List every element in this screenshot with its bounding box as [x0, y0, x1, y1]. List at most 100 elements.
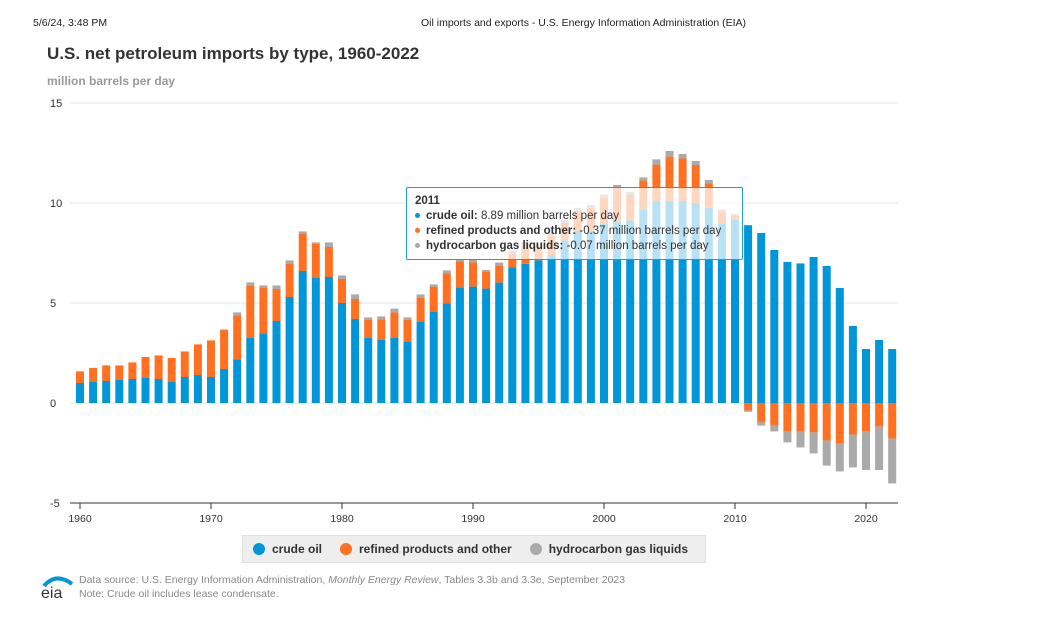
bar-refined-products-and-other-2012 — [757, 403, 766, 423]
bar-hydrocarbon-gas-liquids-2014 — [783, 431, 792, 443]
bar-crude-oil-1980 — [338, 303, 346, 403]
bar-refined-products-and-other-1985 — [403, 320, 412, 342]
bar-refined-products-and-other-1990 — [469, 262, 477, 287]
tooltip-label: hydrocarbon gas liquids: — [426, 240, 564, 252]
bar-crude-oil-1969 — [193, 375, 202, 403]
bar-hydrocarbon-gas-liquids-1986 — [416, 294, 425, 298]
bar-crude-oil-1992 — [495, 282, 504, 403]
bar-crude-oil-1999 — [586, 230, 595, 403]
bar-hydrocarbon-gas-liquids-2012 — [757, 422, 766, 426]
bar-hydrocarbon-gas-liquids-2004 — [652, 159, 661, 165]
y-axis-label: million barrels per day — [47, 74, 176, 88]
x-tick-label: 1960 — [68, 513, 92, 525]
y-tick-label: 15 — [50, 98, 62, 110]
bar-crude-oil-1960 — [76, 383, 84, 403]
bar-refined-products-and-other-1970 — [207, 340, 215, 377]
bar-refined-products-and-other-2014 — [783, 403, 792, 432]
x-tick-label: 1990 — [461, 513, 485, 525]
bar-refined-products-and-other-2021 — [875, 403, 884, 427]
x-tick-label: 2000 — [592, 513, 616, 525]
bar-refined-products-and-other-2007 — [691, 165, 700, 203]
bar-crude-oil-1966 — [154, 379, 163, 403]
bar-refined-products-and-other-1973 — [246, 286, 255, 338]
legend-label: refined products and other — [359, 542, 512, 556]
bar-refined-products-and-other-2019 — [848, 403, 857, 435]
tooltip-year: 2011 — [415, 195, 440, 207]
bar-hydrocarbon-gas-liquids-1978 — [311, 242, 320, 244]
tooltip-label: refined products and other: — [426, 225, 577, 237]
bar-crude-oil-1987 — [429, 311, 438, 403]
bar-crude-oil-2000 — [600, 223, 608, 403]
bar-crude-oil-1976 — [285, 297, 294, 403]
bar-crude-oil-1994 — [521, 263, 530, 403]
bar-hydrocarbon-gas-liquids-1989 — [455, 259, 464, 262]
tooltip-value: -0.37 million barrels per day — [579, 225, 722, 237]
bar-crude-oil-2003 — [639, 210, 648, 403]
footnote: Note: Crude oil includes lease condensat… — [79, 588, 279, 600]
bar-hydrocarbon-gas-liquids-2011 — [744, 410, 753, 412]
bar-crude-oil-1973 — [246, 338, 255, 403]
bar-hydrocarbon-gas-liquids-2022 — [888, 438, 897, 484]
bar-hydrocarbon-gas-liquids-2018 — [835, 443, 844, 472]
bar-hydrocarbon-gas-liquids-2003 — [639, 177, 648, 181]
bar-refined-products-and-other-2022 — [888, 403, 897, 439]
bar-refined-products-and-other-1982 — [364, 320, 373, 338]
tooltip: 2011 crude oil: 8.89 million barrels per… — [406, 187, 743, 260]
bar-refined-products-and-other-1961 — [89, 368, 98, 382]
bar-crude-oil-2020 — [862, 349, 870, 403]
legend-item-crude-oil[interactable]: crude oil — [253, 542, 322, 556]
bar-crude-oil-2007 — [691, 203, 700, 403]
bar-refined-products-and-other-1983 — [377, 319, 386, 340]
x-tick-label: 2020 — [854, 513, 878, 525]
legend-dot-icon — [529, 543, 542, 555]
bar-crude-oil-1965 — [141, 378, 150, 403]
bar-crude-oil-1979 — [324, 277, 333, 403]
legend-item-hgl[interactable]: hydrocarbon gas liquids — [529, 542, 688, 556]
bar-crude-oil-2009 — [717, 223, 726, 403]
bar-crude-oil-2013 — [770, 250, 779, 403]
bar-refined-products-and-other-2015 — [796, 403, 805, 432]
bar-hydrocarbon-gas-liquids-1976 — [285, 260, 294, 264]
x-tick-label: 1970 — [199, 513, 223, 525]
bar-refined-products-and-other-1989 — [455, 261, 464, 288]
bar-crude-oil-1990 — [469, 286, 477, 403]
x-tick-label: 1980 — [330, 513, 354, 525]
bar-hydrocarbon-gas-liquids-1991 — [482, 270, 491, 272]
tooltip-row-crude: crude oil: 8.89 million barrels per day — [415, 210, 619, 222]
bar-crude-oil-2016 — [809, 257, 818, 403]
bar-refined-products-and-other-1974 — [259, 288, 268, 334]
bar-crude-oil-1977 — [298, 271, 307, 403]
bar-hydrocarbon-gas-liquids-1984 — [390, 308, 399, 313]
bar-hydrocarbon-gas-liquids-1990 — [469, 259, 477, 263]
bar-refined-products-and-other-1979 — [324, 247, 333, 277]
bar-hydrocarbon-gas-liquids-1977 — [298, 231, 307, 234]
svg-text:eia: eia — [41, 585, 62, 600]
bar-refined-products-and-other-1981 — [351, 299, 360, 319]
bar-refined-products-and-other-1976 — [285, 264, 294, 297]
bar-refined-products-and-other-2016 — [809, 403, 818, 433]
bar-refined-products-and-other-2006 — [678, 158, 687, 201]
bar-refined-products-and-other-2018 — [835, 403, 844, 444]
bar-hydrocarbon-gas-liquids-1985 — [403, 317, 412, 320]
bar-crude-oil-2015 — [796, 263, 805, 403]
bar-crude-oil-1981 — [351, 319, 360, 403]
bar-crude-oil-2006 — [678, 201, 687, 403]
bar-hydrocarbon-gas-liquids-2021 — [875, 426, 884, 470]
bar-hydrocarbon-gas-liquids-2013 — [770, 425, 779, 432]
bar-refined-products-and-other-2011 — [744, 403, 753, 411]
bar-hydrocarbon-gas-liquids-1979 — [324, 242, 333, 247]
bar-hydrocarbon-gas-liquids-2019 — [848, 434, 857, 468]
bar-crude-oil-1998 — [573, 231, 582, 403]
bar-refined-products-and-other-1978 — [311, 244, 320, 278]
legend-item-refined-products[interactable]: refined products and other — [340, 542, 512, 556]
bar-hydrocarbon-gas-liquids-2008 — [704, 180, 713, 184]
bullet-icon — [415, 213, 420, 219]
bar-hydrocarbon-gas-liquids-2001 — [613, 185, 622, 188]
bar-crude-oil-1978 — [311, 278, 320, 403]
legend-dot-icon — [253, 543, 265, 555]
bar-refined-products-and-other-2013 — [770, 403, 779, 426]
source-publication: Monthly Energy Review — [328, 574, 439, 586]
tooltip-row-hgl: hydrocarbon gas liquids: -0.07 million b… — [415, 240, 709, 252]
bar-crude-oil-1975 — [272, 321, 281, 403]
